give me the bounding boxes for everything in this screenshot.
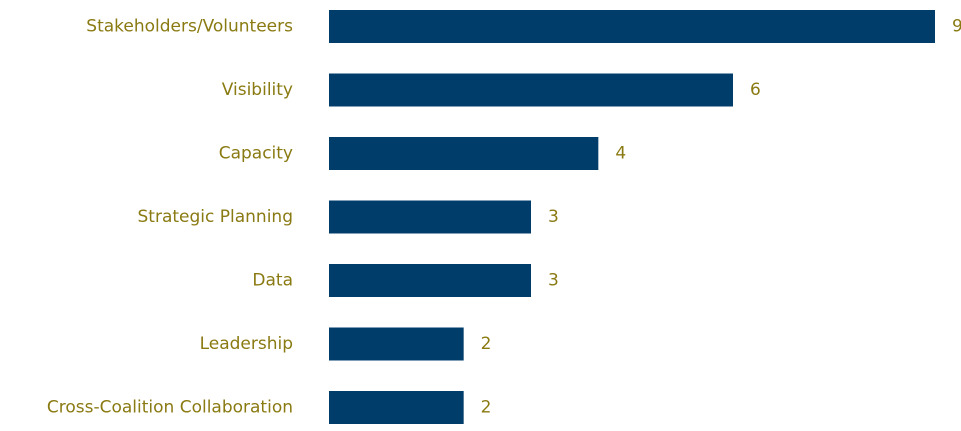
data-label: 3 xyxy=(548,207,559,227)
category-label: Strategic Planning xyxy=(138,207,293,227)
data-label: 6 xyxy=(750,80,761,100)
category-label: Cross-Coalition Collaboration xyxy=(47,398,293,418)
data-label: 2 xyxy=(481,334,492,354)
data-label: 4 xyxy=(615,144,626,164)
bar xyxy=(329,327,464,361)
category-label: Stakeholders/Volunteers xyxy=(86,17,293,37)
category-label: Data xyxy=(252,271,293,291)
category-label: Leadership xyxy=(200,334,293,354)
data-label: 2 xyxy=(481,398,492,418)
bar xyxy=(329,391,464,424)
category-label: Visibility xyxy=(222,80,293,100)
bar xyxy=(329,137,599,170)
data-label: 3 xyxy=(548,271,559,291)
category-label: Capacity xyxy=(219,144,293,164)
bar xyxy=(329,264,531,297)
bar xyxy=(329,73,733,107)
data-label: 9 xyxy=(952,17,961,37)
bar xyxy=(329,10,935,43)
bar xyxy=(329,200,531,234)
